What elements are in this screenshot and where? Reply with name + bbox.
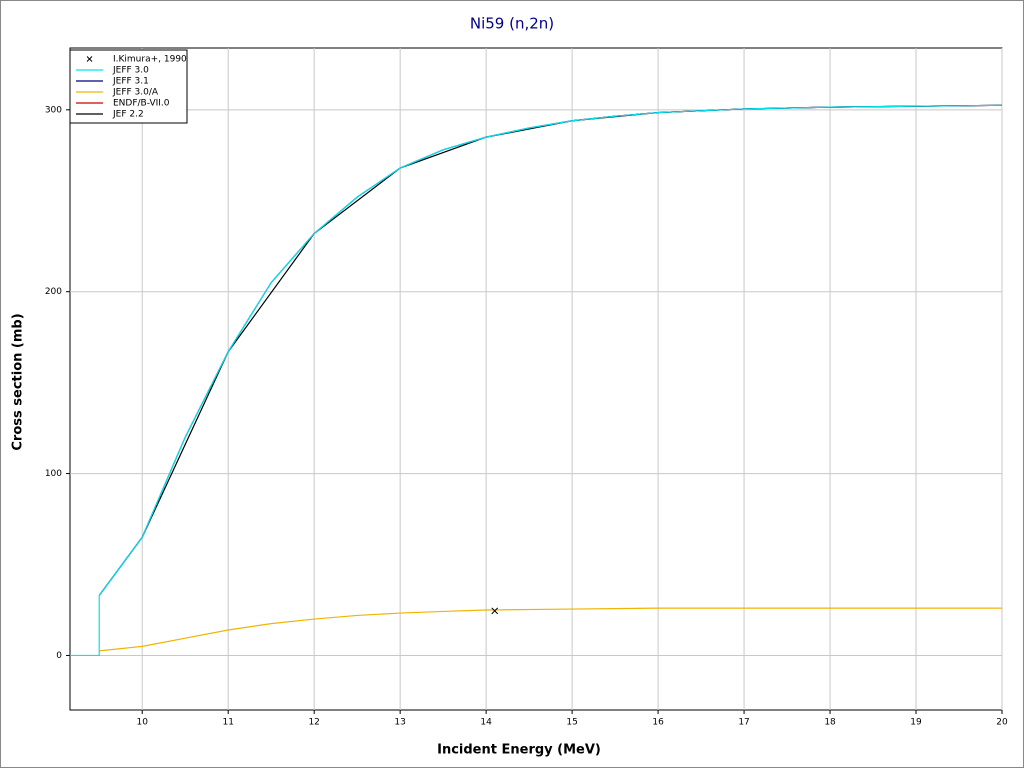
plot-series: [70, 104, 1003, 657]
x-tick-label: 15: [566, 718, 577, 728]
series-line: [99, 607, 1002, 652]
legend-box: [69, 49, 188, 124]
x-tick-label: 11: [222, 718, 233, 728]
y-tick-label: 200: [45, 287, 62, 297]
legend-label: I.Kimura+, 1990: [113, 55, 187, 65]
x-tick-label: 19: [910, 718, 922, 728]
data-point: [491, 607, 499, 615]
series-line: [70, 104, 1003, 657]
x-tick-label: 13: [394, 718, 405, 728]
legend-marker: [86, 56, 93, 62]
x-tick-label: 10: [136, 718, 148, 728]
legend-label: JEFF 3.0/A: [112, 88, 159, 98]
y-tick-label: 300: [45, 105, 62, 115]
plot-area: [69, 47, 1003, 711]
y-axis-label: Cross section (mb): [11, 313, 26, 450]
x-tick-label: 14: [480, 718, 492, 728]
legend-label: JEFF 3.0: [112, 66, 149, 76]
x-tick-label: 12: [308, 718, 319, 728]
x-tick-label: 18: [824, 718, 836, 728]
x-axis-label: Incident Energy (MeV): [437, 743, 601, 758]
legend-label: JEF 2.2: [112, 110, 144, 120]
chart-title: Ni59 (n,2n): [470, 15, 554, 33]
legend-label: ENDF/B-VII.0: [113, 99, 170, 109]
y-tick-label: 0: [56, 651, 62, 661]
legend-label: JEFF 3.1: [112, 77, 149, 87]
y-tick-label: 100: [45, 469, 62, 479]
x-tick-label: 16: [652, 718, 664, 728]
x-tick-label: 20: [996, 718, 1008, 728]
x-tick-label: 17: [738, 718, 749, 728]
